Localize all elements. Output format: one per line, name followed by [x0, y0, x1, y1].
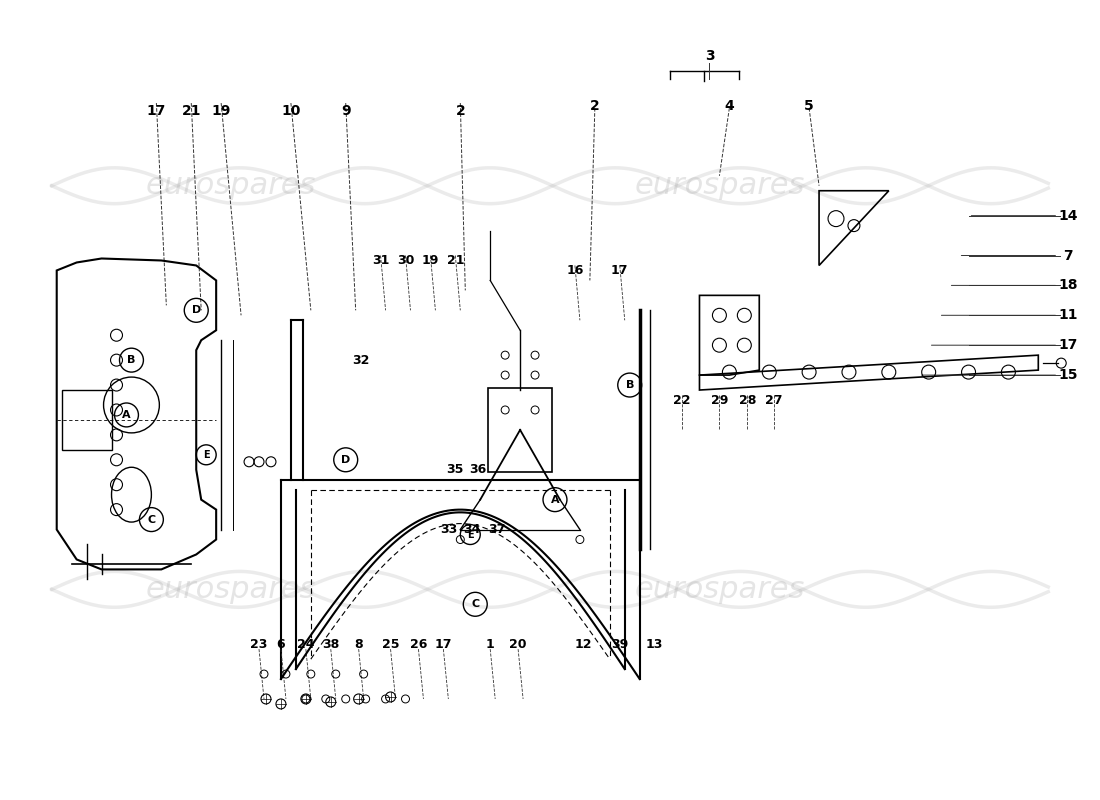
- Text: C: C: [147, 514, 155, 525]
- Text: 17: 17: [1058, 338, 1078, 352]
- Text: E: E: [468, 530, 474, 539]
- Text: 37: 37: [488, 523, 506, 536]
- Text: 2: 2: [455, 104, 465, 118]
- Text: E: E: [202, 450, 209, 460]
- Text: 25: 25: [382, 638, 399, 650]
- Text: 13: 13: [646, 638, 663, 650]
- Text: 31: 31: [372, 254, 389, 267]
- Text: C: C: [471, 599, 480, 610]
- Text: 17: 17: [146, 104, 166, 118]
- Text: 23: 23: [251, 638, 267, 650]
- Text: eurospares: eurospares: [635, 171, 804, 200]
- Text: D: D: [341, 454, 350, 465]
- Text: 17: 17: [434, 638, 452, 650]
- Text: eurospares: eurospares: [635, 575, 804, 604]
- Text: B: B: [128, 355, 135, 365]
- Text: 38: 38: [322, 638, 340, 650]
- Text: 29: 29: [711, 394, 728, 406]
- Text: 33: 33: [440, 523, 456, 536]
- Text: 35: 35: [447, 463, 464, 476]
- Text: 18: 18: [1058, 278, 1078, 292]
- Text: 32: 32: [352, 354, 370, 366]
- Text: 7: 7: [1064, 249, 1072, 262]
- Text: 10: 10: [282, 104, 300, 118]
- Text: 21: 21: [182, 104, 201, 118]
- Text: 20: 20: [509, 638, 527, 650]
- Text: 14: 14: [1058, 209, 1078, 222]
- Text: 9: 9: [341, 104, 351, 118]
- Text: 2: 2: [590, 99, 600, 113]
- Text: 24: 24: [297, 638, 315, 650]
- Text: 34: 34: [463, 523, 481, 536]
- Text: 16: 16: [566, 264, 584, 277]
- Text: eurospares: eurospares: [146, 575, 317, 604]
- Text: D: D: [191, 306, 201, 315]
- Text: 5: 5: [804, 99, 814, 113]
- Text: 15: 15: [1058, 368, 1078, 382]
- Text: 28: 28: [738, 394, 756, 406]
- Text: 22: 22: [673, 394, 691, 406]
- Text: 36: 36: [470, 463, 487, 476]
- Text: B: B: [626, 380, 634, 390]
- Text: 19: 19: [211, 104, 231, 118]
- Text: 1: 1: [486, 638, 495, 650]
- Text: 19: 19: [421, 254, 439, 267]
- Text: 11: 11: [1058, 308, 1078, 322]
- Text: 8: 8: [354, 638, 363, 650]
- Text: A: A: [122, 410, 131, 420]
- Text: 21: 21: [447, 254, 464, 267]
- Text: 27: 27: [766, 394, 783, 406]
- Text: 6: 6: [276, 638, 285, 650]
- Text: 3: 3: [705, 49, 714, 63]
- Text: 12: 12: [574, 638, 592, 650]
- Text: eurospares: eurospares: [146, 171, 317, 200]
- Text: A: A: [551, 494, 559, 505]
- Text: 17: 17: [610, 264, 628, 277]
- Text: 4: 4: [725, 99, 735, 113]
- Text: 30: 30: [397, 254, 415, 267]
- Text: 26: 26: [410, 638, 427, 650]
- Text: 39: 39: [612, 638, 628, 650]
